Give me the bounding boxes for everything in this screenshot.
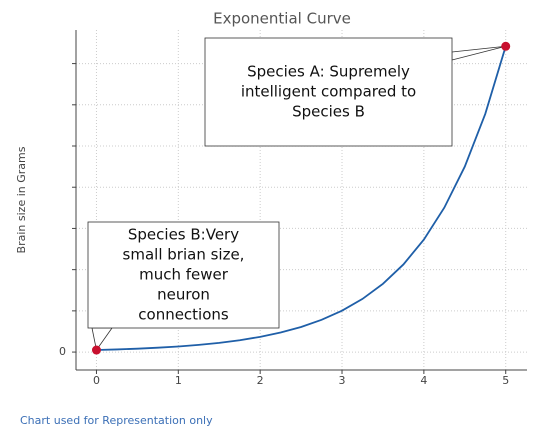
chart-title: Exponential Curve xyxy=(213,10,351,28)
annotation-text: Species B xyxy=(292,103,365,121)
marker xyxy=(91,345,101,355)
annotation-text: neuron xyxy=(157,286,210,304)
curve xyxy=(96,45,507,351)
annotation-box xyxy=(204,37,453,147)
annotation-text: Species A: Supremely xyxy=(247,63,410,81)
x-tick-label: 1 xyxy=(175,374,182,387)
x-tick-label: 0 xyxy=(93,374,100,387)
y-axis-label: Brain size in Grams xyxy=(15,146,28,253)
caption: Chart used for Representation only xyxy=(20,414,213,427)
annotation-box xyxy=(87,221,280,329)
annotation-text: connections xyxy=(138,306,229,324)
x-tick-label: 5 xyxy=(502,374,509,387)
annotation-text: intelligent compared to xyxy=(241,83,416,101)
annotation-text: Species B:Very xyxy=(128,226,239,244)
annotation-text: small brian size, xyxy=(123,246,245,264)
callout-wedge xyxy=(451,45,506,61)
marker xyxy=(501,41,511,51)
x-tick-label: 2 xyxy=(257,374,264,387)
annotation-text: much fewer xyxy=(139,266,229,284)
x-tick-label: 4 xyxy=(420,374,427,387)
x-tick-label: 3 xyxy=(339,374,346,387)
y-tick-label: 0 xyxy=(59,345,66,358)
